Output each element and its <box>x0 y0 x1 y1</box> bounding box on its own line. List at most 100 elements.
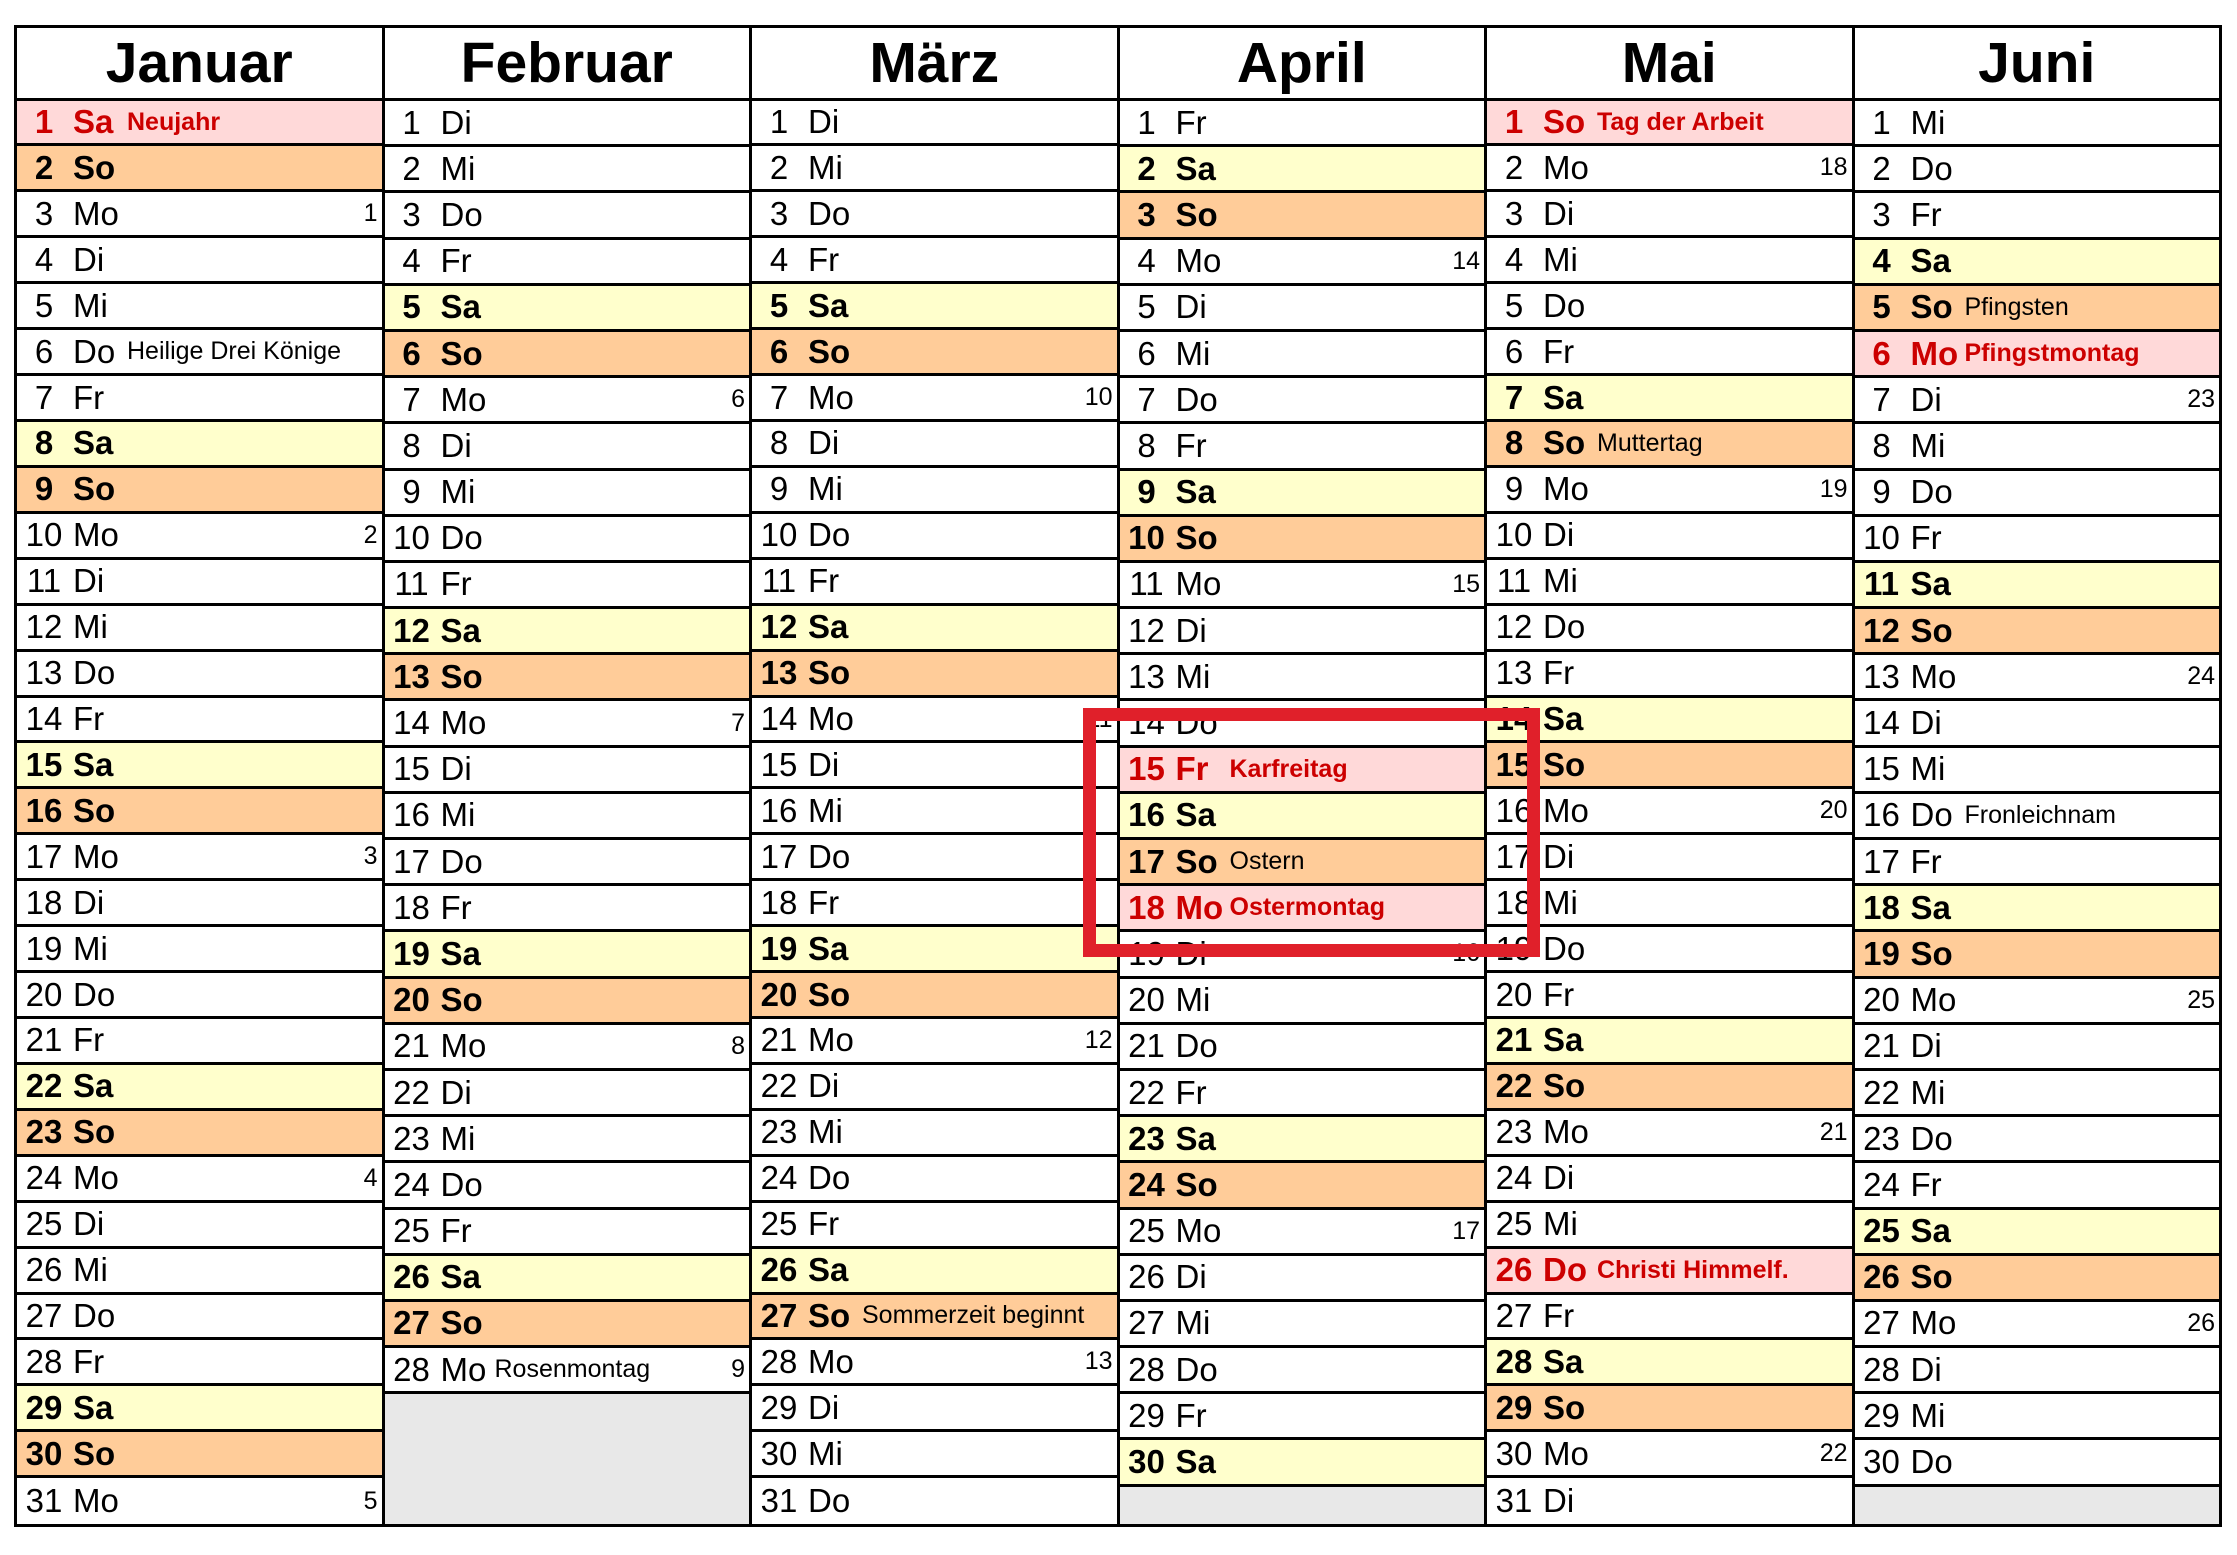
day-number: 28 <box>1495 1342 1533 1380</box>
weekday: Mi <box>73 929 108 967</box>
weekday: Do <box>1910 149 1953 187</box>
day-row: 21 Do <box>1119 1025 1484 1071</box>
day-row: 5 Sa <box>752 284 1117 331</box>
weekday: Sa <box>808 608 849 646</box>
day-row: 3 Mo 1 <box>17 192 382 239</box>
day-number: 6 <box>1504 332 1524 370</box>
day-row: 13 Mo 24 <box>1854 655 2219 702</box>
day-row: 28 Do <box>1119 1348 1484 1395</box>
day-row: 12 Mi <box>17 606 382 652</box>
day-number: 16 <box>760 791 798 829</box>
day-number: 12 <box>1128 611 1165 649</box>
day-number: 5 <box>769 286 789 324</box>
day-row: 21 Sa <box>1487 1019 1852 1065</box>
weekday: Mo <box>1543 1113 1589 1151</box>
weekday: So <box>808 654 851 692</box>
weekday: Sa <box>1175 796 1216 834</box>
day-number: 2 <box>1504 148 1524 186</box>
day-row: 10 Mo 2 <box>17 514 382 560</box>
day-number: 20 <box>1863 981 1900 1019</box>
day-number: 29 <box>1495 1388 1533 1426</box>
weekday: Mo <box>1543 791 1589 829</box>
weekday: Do <box>1910 473 1953 511</box>
day-row: 7 Do <box>1119 378 1484 425</box>
day-note: Ostern <box>1229 847 1305 876</box>
weekday: Fr <box>1175 750 1209 788</box>
day-number: 23 <box>1128 1119 1165 1157</box>
week-number: 14 <box>1452 246 1480 275</box>
weekday: Sa <box>1175 473 1216 511</box>
weekday: So <box>1910 611 1953 649</box>
day-row: 3 Do <box>384 193 749 240</box>
weekday: So <box>440 334 483 372</box>
day-number: 26 <box>25 1251 63 1289</box>
day-number: 1 <box>1504 103 1524 141</box>
day-number: 6 <box>402 334 421 372</box>
week-number: 23 <box>2187 385 2215 414</box>
month-column: April 1 Fr 2 Sa 3 So 4 Mo 14 5 Di 6 Mi 7 Do 8 Fr 9 Sa 10 So 11… <box>1116 28 1484 1524</box>
weekday: Sa <box>1910 242 1951 280</box>
day-row: 11 Mo 15 <box>1119 563 1484 610</box>
day-number: 22 <box>25 1067 63 1105</box>
day-row: 8 So Muttertag <box>1487 422 1852 468</box>
weekday: Do <box>1910 1443 1953 1481</box>
day-number: 21 <box>25 1021 63 1059</box>
weekday: Fr <box>1543 1296 1575 1334</box>
month-column: Juni 1 Mi 2 Do 3 Fr 4 Sa 5 So Pfingsten 6 Mo Pfingstmo… <box>1851 28 2219 1524</box>
weekday: Fr <box>808 883 840 921</box>
day-row: 30 Sa <box>1119 1440 1484 1487</box>
day-number: 26 <box>393 1258 430 1296</box>
weekday: Fr <box>1175 1073 1207 1111</box>
weekday: Do <box>808 194 851 232</box>
weekday: Mo <box>1910 334 1959 372</box>
weekday: Di <box>1175 1258 1207 1296</box>
weekday: Di <box>1910 704 1942 742</box>
day-row: 14 Sa <box>1487 697 1852 744</box>
weekday: So <box>808 975 851 1013</box>
day-row: 6 Do Heilige Drei Könige <box>17 330 382 377</box>
weekday: Sa <box>440 288 481 326</box>
day-row: 27 Mi <box>1119 1302 1484 1349</box>
day-row: 22 Mi <box>1854 1071 2219 1118</box>
weekday: Mo <box>73 1159 119 1197</box>
weekday: Mi <box>808 470 843 508</box>
weekday: Sa <box>1543 700 1584 737</box>
day-number: 12 <box>1863 611 1900 649</box>
day-row: 25 Mo 17 <box>1119 1210 1484 1256</box>
weekday: Mi <box>1910 426 1946 464</box>
day-number: 4 <box>1137 242 1156 280</box>
day-number: 24 <box>1863 1165 1900 1203</box>
week-number: 20 <box>1819 796 1848 825</box>
weekday: Do <box>1910 1119 1953 1157</box>
day-number: 9 <box>1137 473 1156 511</box>
day-number: 6 <box>34 332 54 370</box>
day-number: 30 <box>1128 1443 1165 1481</box>
day-row: 15 Di <box>752 743 1117 790</box>
day-number: 27 <box>1863 1304 1900 1342</box>
weekday: Do <box>808 1482 851 1520</box>
day-row: 17 Do <box>384 840 749 887</box>
weekday: Fr <box>440 565 472 603</box>
day-number: 22 <box>760 1067 798 1105</box>
day-number: 22 <box>393 1073 430 1111</box>
day-number: 9 <box>1872 473 1891 511</box>
day-number: 14 <box>25 700 63 737</box>
weekday: Mi <box>1543 883 1578 921</box>
weekday: Mi <box>1910 750 1946 788</box>
day-number: 20 <box>1128 981 1165 1019</box>
day-row: 15 Sa <box>17 743 382 790</box>
weekday: Sa <box>1910 565 1951 603</box>
day-row: 25 Fr <box>384 1210 749 1256</box>
day-number: 23 <box>393 1119 430 1157</box>
month-header: März <box>752 28 1117 101</box>
weekday: So <box>1175 842 1218 880</box>
day-row: 4 Mi <box>1487 238 1852 285</box>
weekday: Di <box>1543 1482 1575 1520</box>
day-number: 28 <box>393 1350 430 1388</box>
day-row: 19 Do <box>1487 927 1852 974</box>
day-row: 11 Fr <box>384 563 749 610</box>
day-row: 3 Do <box>752 192 1117 239</box>
day-row: 25 Mi <box>1487 1203 1852 1249</box>
weekday: Mi <box>808 791 843 829</box>
empty-cell <box>1119 1486 1484 1524</box>
